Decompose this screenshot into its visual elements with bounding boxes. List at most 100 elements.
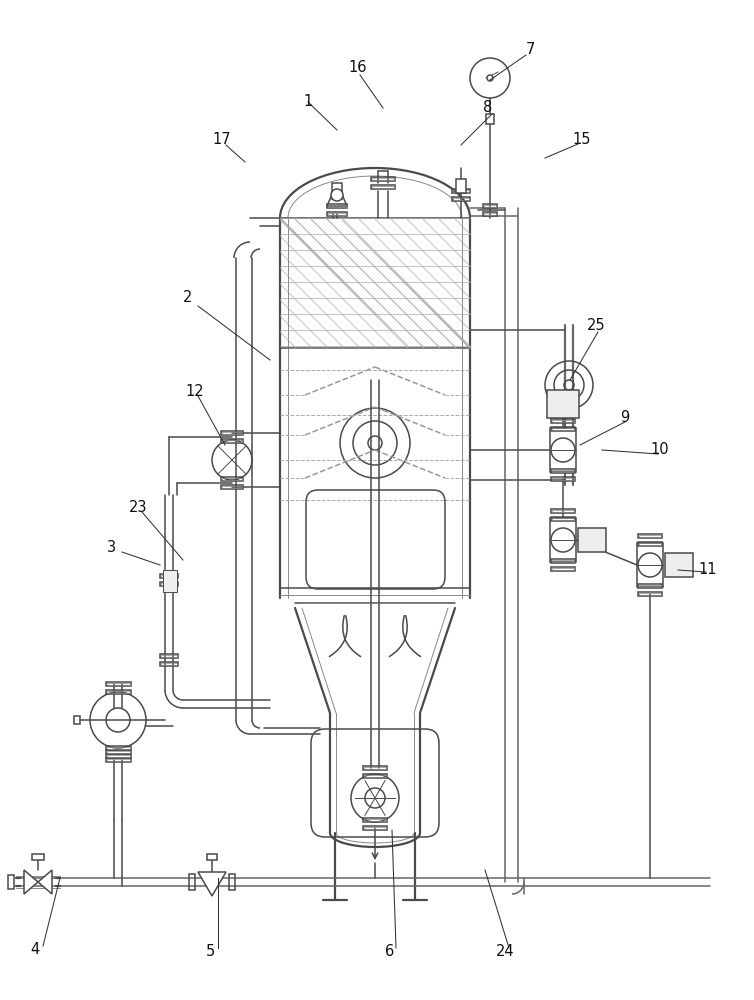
Bar — [160, 582, 178, 586]
Bar — [363, 826, 387, 830]
Bar — [551, 517, 575, 521]
Text: 9: 9 — [621, 410, 630, 426]
Bar — [106, 682, 131, 686]
Bar — [552, 510, 574, 512]
Bar — [363, 774, 387, 778]
Bar — [161, 575, 177, 577]
Polygon shape — [198, 872, 226, 896]
Bar — [638, 584, 662, 588]
Bar — [161, 583, 177, 585]
Bar — [106, 746, 131, 750]
Circle shape — [551, 438, 575, 462]
Bar — [551, 559, 575, 563]
Bar — [371, 185, 395, 189]
Text: 24: 24 — [495, 944, 514, 960]
Text: 7: 7 — [526, 42, 535, 57]
Bar — [221, 431, 243, 435]
Bar — [189, 874, 195, 890]
Bar — [550, 428, 576, 472]
Circle shape — [331, 189, 343, 201]
Bar — [107, 683, 130, 685]
Circle shape — [106, 708, 130, 732]
Bar — [229, 874, 235, 890]
Bar — [364, 819, 386, 821]
Bar — [552, 478, 574, 480]
Text: 5: 5 — [205, 944, 215, 960]
Bar — [578, 528, 606, 552]
Bar — [552, 568, 574, 570]
Bar — [551, 427, 575, 431]
Text: 2: 2 — [183, 290, 193, 306]
Text: 3: 3 — [107, 540, 117, 556]
Bar — [456, 179, 466, 193]
Circle shape — [638, 553, 662, 577]
Bar — [637, 543, 663, 587]
Text: 11: 11 — [699, 562, 717, 578]
Bar — [222, 478, 242, 480]
Bar — [107, 755, 130, 757]
Bar — [207, 854, 217, 860]
Bar — [452, 189, 470, 193]
Bar — [221, 485, 243, 489]
Bar — [552, 518, 574, 520]
Bar — [551, 567, 575, 571]
Bar — [364, 827, 386, 829]
Bar — [8, 875, 14, 889]
Bar — [160, 574, 178, 578]
Bar — [639, 535, 661, 537]
Bar — [327, 204, 347, 208]
Bar — [552, 420, 574, 422]
Bar — [107, 759, 130, 761]
Bar — [363, 766, 387, 770]
Bar — [639, 585, 661, 587]
Bar — [551, 419, 575, 423]
Text: 6: 6 — [385, 944, 394, 960]
Text: 15: 15 — [573, 132, 591, 147]
Bar — [161, 655, 177, 657]
Bar — [363, 818, 387, 822]
Bar — [453, 198, 469, 200]
Bar — [372, 178, 394, 180]
Bar — [638, 534, 662, 538]
Bar — [74, 716, 80, 724]
Bar — [483, 212, 497, 216]
Bar — [371, 177, 395, 181]
Bar — [328, 205, 346, 207]
Text: 16: 16 — [349, 60, 367, 76]
Polygon shape — [38, 870, 52, 894]
Circle shape — [487, 75, 493, 81]
Polygon shape — [327, 183, 347, 206]
Bar — [547, 390, 579, 418]
Bar — [639, 593, 661, 595]
Bar — [327, 212, 347, 216]
Bar — [639, 543, 661, 545]
Text: 23: 23 — [129, 500, 147, 516]
Bar — [107, 751, 130, 753]
Bar — [550, 518, 576, 562]
Bar — [107, 691, 130, 693]
Text: 8: 8 — [483, 101, 492, 115]
Polygon shape — [24, 870, 38, 894]
Bar — [551, 477, 575, 481]
Bar — [106, 758, 131, 762]
Bar — [483, 204, 497, 208]
Bar — [364, 767, 386, 769]
Bar — [552, 428, 574, 430]
Bar — [364, 775, 386, 777]
Bar — [106, 690, 131, 694]
Bar — [552, 560, 574, 562]
Text: 4: 4 — [30, 942, 40, 958]
Bar — [486, 114, 494, 124]
Bar — [161, 663, 177, 665]
Bar — [222, 486, 242, 488]
Bar — [372, 186, 394, 188]
Bar — [552, 470, 574, 472]
Bar — [332, 183, 342, 199]
Bar — [484, 213, 496, 215]
Bar — [160, 662, 178, 666]
Bar — [453, 190, 469, 192]
Bar — [221, 439, 243, 443]
Bar — [32, 854, 44, 860]
Circle shape — [551, 528, 575, 552]
Bar — [452, 197, 470, 201]
